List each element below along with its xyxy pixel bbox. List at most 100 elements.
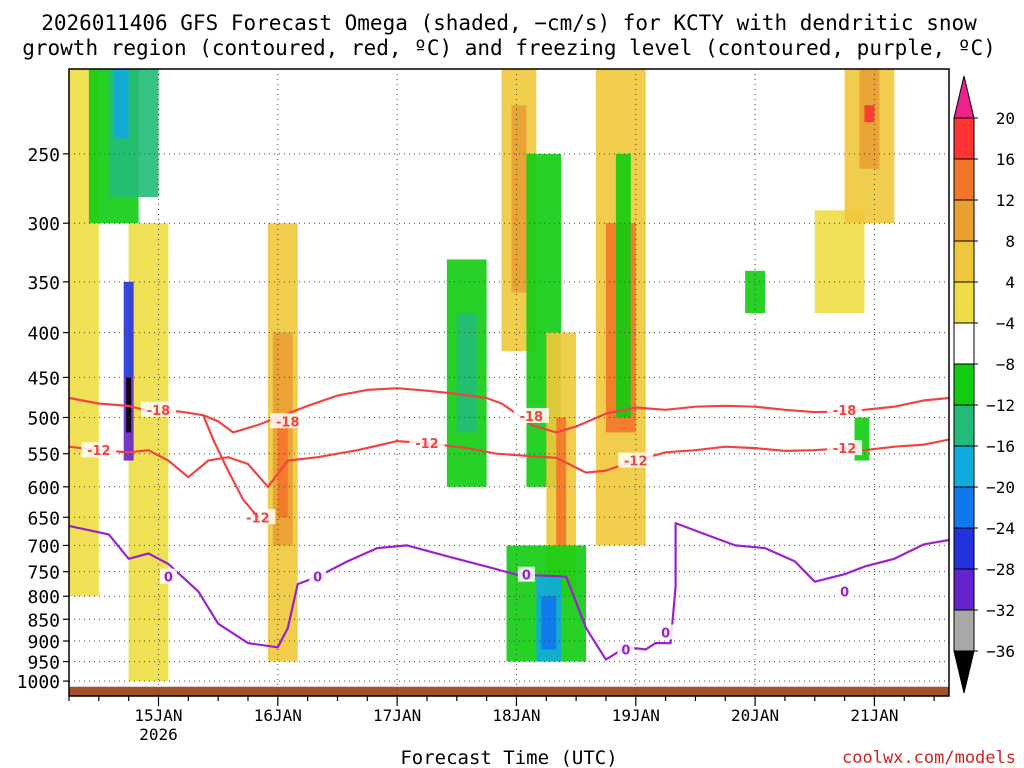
- contour-line: [68, 522, 950, 661]
- contour-label: 0: [621, 643, 630, 658]
- omega-shade-region: [745, 270, 766, 314]
- omega-shade-region: [541, 596, 557, 650]
- colorbar-swatch: [953, 281, 975, 324]
- y-tick-label: 850: [27, 610, 60, 631]
- contour-label: -12: [833, 442, 857, 457]
- colorbar-swatch: [953, 117, 975, 160]
- omega-shade-region: [615, 153, 631, 418]
- chart-title-line1: 2026011406 GFS Forecast Omega (shaded, −…: [41, 11, 977, 35]
- x-tick-label: 17JAN: [373, 706, 421, 725]
- colorbar-label: −8: [996, 355, 1015, 374]
- colorbar-label: −12: [986, 396, 1015, 415]
- y-tick-label: 400: [27, 324, 60, 345]
- y-tick-label: 700: [27, 536, 60, 557]
- temperature-contours: -18 -18 -18 -18 -12 -12 -12 -12 -12 0 0 0 0 0 0: [68, 387, 950, 661]
- contour-label: -12: [624, 455, 648, 470]
- contour-label: -18: [833, 404, 857, 419]
- plot-frame: [68, 68, 950, 697]
- colorbar-label: 12: [996, 191, 1015, 210]
- contour-label-bg: [617, 641, 635, 657]
- contour-label: -12: [415, 437, 439, 452]
- contour-label: 0: [840, 585, 849, 600]
- contour-line: [68, 387, 950, 434]
- contour-label: -18: [520, 410, 544, 425]
- colorbar-label: 4: [1005, 273, 1015, 292]
- contour-label-bg: [657, 624, 675, 640]
- y-tick-label: 550: [27, 445, 60, 466]
- colorbar-swatch: [953, 404, 975, 447]
- colorbar-label: −36: [986, 642, 1015, 661]
- x-tick-label: 15JAN: [134, 706, 182, 725]
- omega-shade-region: [511, 105, 527, 293]
- y-tick-label: 800: [27, 587, 60, 608]
- colorbar-label: −28: [986, 560, 1015, 579]
- omega-shade-region: [556, 417, 567, 546]
- omega-shading: [69, 69, 895, 682]
- contour-label-bg: [140, 401, 176, 417]
- y-tick-label: 250: [27, 145, 60, 166]
- y-tick-label: 900: [27, 632, 60, 653]
- colorbar-swatch: [953, 609, 975, 652]
- contour-label: -12: [87, 444, 111, 459]
- omega-shade-region: [814, 210, 865, 314]
- terrain-surface: [69, 686, 949, 696]
- contour-label: 0: [164, 571, 173, 586]
- colorbar-label: 16: [996, 150, 1015, 169]
- omega-shade-region: [864, 105, 875, 123]
- credit-text: coolwx.com/models: [842, 748, 1016, 768]
- contour-label: -18: [147, 404, 171, 419]
- contour-label-bg: [513, 407, 549, 423]
- y-tick-label: 350: [27, 273, 60, 294]
- contour-label-bg: [836, 583, 854, 599]
- y-tick-label: 600: [27, 478, 60, 499]
- colorbar-bottom-arrow: [953, 650, 975, 694]
- colorbar-top-arrow: [953, 75, 975, 119]
- contour-label-bg: [409, 435, 445, 451]
- colorbar-label: 8: [1005, 232, 1015, 251]
- contour-label-bg: [309, 568, 327, 584]
- colorbar-swatch: [953, 199, 975, 242]
- contour-label-bg: [827, 401, 863, 417]
- colorbar-label: −16: [986, 437, 1015, 456]
- contour-label-bg: [81, 442, 117, 458]
- contour-line: [68, 438, 950, 488]
- omega-shade-region: [113, 69, 129, 139]
- y-tick-label: 650: [27, 508, 60, 529]
- colorbar-swatch: [953, 240, 975, 283]
- x-tick-label: 21JAN: [850, 706, 898, 725]
- y-axis: 2503003504004505005506006507007508008509…: [17, 145, 69, 693]
- colorbar-swatch: [953, 445, 975, 488]
- colorbar-swatch: [953, 322, 975, 365]
- colorbar-swatch: [953, 158, 975, 201]
- x-tick-sublabel: 2026: [139, 725, 178, 744]
- colorbar-swatch: [953, 568, 975, 611]
- x-axis-label: Forecast Time (UTC): [400, 747, 617, 768]
- y-tick-label: 500: [27, 408, 60, 429]
- contour-label: 0: [522, 569, 531, 584]
- y-tick-label: 1000: [17, 672, 60, 693]
- contour-label-bg: [827, 440, 863, 456]
- colorbar-swatch: [953, 363, 975, 406]
- x-tick-label: 16JAN: [254, 706, 302, 725]
- contour-label: -18: [276, 415, 300, 430]
- colorbar-swatch: [953, 486, 975, 529]
- omega-shade-region: [123, 281, 134, 378]
- colorbar-legend: 20 16 12 8 4 −4 −8 −12 −16 −20 −24 −28 −32 −36: [953, 75, 1015, 694]
- contour-label-bg: [270, 413, 306, 429]
- contour-label-bg: [517, 566, 535, 582]
- y-tick-label: 450: [27, 368, 60, 389]
- x-tick-label: 18JAN: [492, 706, 540, 725]
- x-tick-label: 19JAN: [612, 706, 660, 725]
- contour-label-bg: [618, 452, 654, 468]
- contour-label-bg: [159, 568, 177, 584]
- colorbar-label: −32: [986, 601, 1015, 620]
- colorbar-swatch: [953, 527, 975, 570]
- contour-line: [202, 414, 259, 519]
- colorbar-label: −4: [996, 314, 1015, 333]
- colorbar-label: 20: [996, 109, 1015, 128]
- y-tick-label: 300: [27, 214, 60, 235]
- contour-label: 0: [313, 571, 322, 586]
- omega-shade-region: [456, 313, 477, 433]
